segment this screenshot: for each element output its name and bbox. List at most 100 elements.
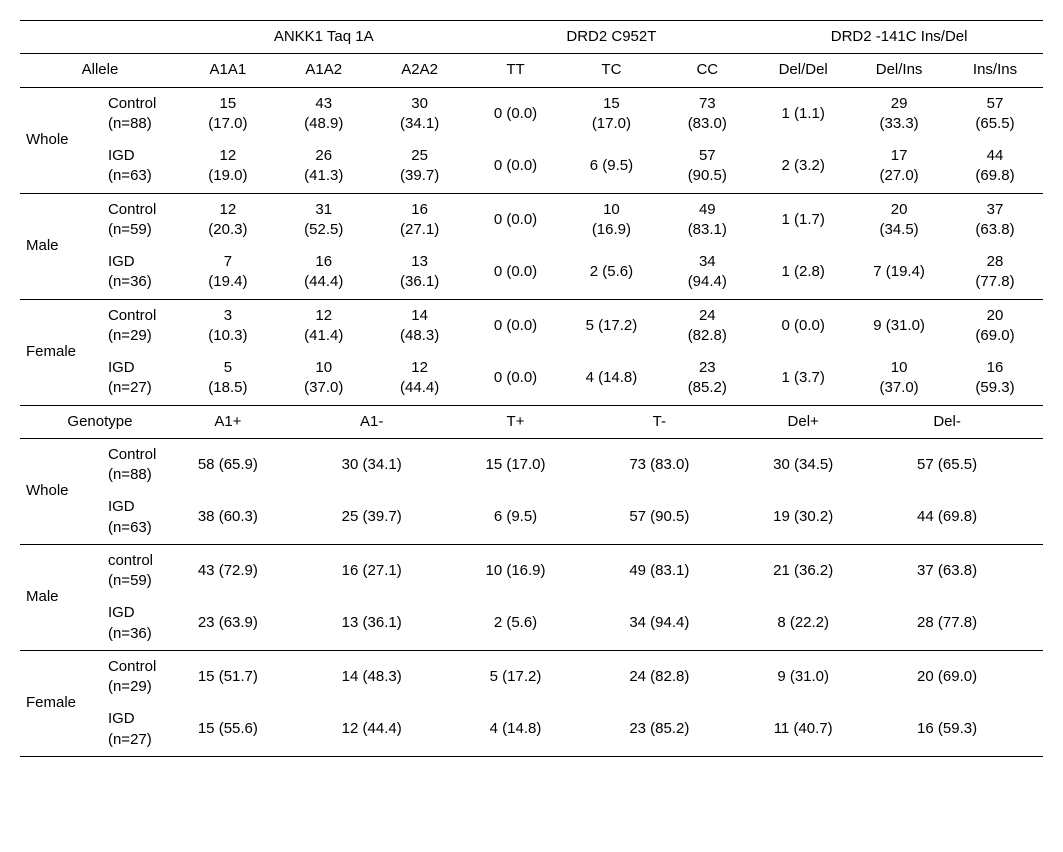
data-cell: 16(59.3) — [947, 352, 1043, 405]
genotype-allele-table: ANKK1 Taq 1A DRD2 C952T DRD2 -141C Ins/D… — [20, 20, 1043, 757]
table-row: FemaleControl(n=29)3(10.3)12(41.4)14(48.… — [20, 299, 1043, 352]
data-cell: 57(90.5) — [659, 140, 755, 193]
data-cell: 9 (31.0) — [755, 650, 851, 703]
data-cell: 31(52.5) — [276, 193, 372, 246]
gene-header-drd2-141c: DRD2 -141C Ins/Del — [755, 21, 1043, 54]
data-cell: 34 (94.4) — [563, 597, 755, 650]
row-label: Control(n=88) — [90, 438, 180, 491]
data-cell: 13 (36.1) — [276, 597, 468, 650]
data-cell: 30(34.1) — [372, 87, 468, 140]
data-cell: 11 (40.7) — [755, 703, 851, 756]
data-cell: 7(19.4) — [180, 246, 276, 299]
data-cell: 37(63.8) — [947, 193, 1043, 246]
data-cell: 1 (1.7) — [755, 193, 851, 246]
table-row: IGD(n=36)23 (63.9)13 (36.1)2 (5.6)34 (94… — [20, 597, 1043, 650]
geno-col-delp: Del+ — [755, 405, 851, 438]
data-cell: 43(48.9) — [276, 87, 372, 140]
data-cell: 9 (31.0) — [851, 299, 947, 352]
table-row: IGD(n=63)38 (60.3)25 (39.7)6 (9.5)57 (90… — [20, 491, 1043, 544]
data-cell: 0 (0.0) — [468, 87, 564, 140]
data-cell: 16 (59.3) — [851, 703, 1043, 756]
data-cell: 44(69.8) — [947, 140, 1043, 193]
data-cell: 12(41.4) — [276, 299, 372, 352]
allele-col-deldel: Del/Del — [755, 54, 851, 87]
allele-col-insins: Ins/Ins — [947, 54, 1043, 87]
data-cell: 6 (9.5) — [468, 491, 564, 544]
group-label: Male — [20, 193, 90, 299]
allele-col-tc: TC — [563, 54, 659, 87]
data-cell: 38 (60.3) — [180, 491, 276, 544]
allele-body: WholeControl(n=88)15(17.0)43(48.9)30(34.… — [20, 87, 1043, 405]
allele-col-delins: Del/Ins — [851, 54, 947, 87]
geno-col-tp: T+ — [468, 405, 564, 438]
data-cell: 1 (1.1) — [755, 87, 851, 140]
data-cell: 1 (2.8) — [755, 246, 851, 299]
group-label: Whole — [20, 438, 90, 544]
data-cell: 15 (17.0) — [468, 438, 564, 491]
data-cell: 0 (0.0) — [468, 299, 564, 352]
data-cell: 73(83.0) — [659, 87, 755, 140]
table-row: FemaleControl(n=29)15 (51.7)14 (48.3)5 (… — [20, 650, 1043, 703]
allele-col-tt: TT — [468, 54, 564, 87]
data-cell: 10(16.9) — [563, 193, 659, 246]
row-label: IGD(n=36) — [90, 246, 180, 299]
data-cell: 28 (77.8) — [851, 597, 1043, 650]
geno-col-delm: Del- — [851, 405, 1043, 438]
data-cell: 0 (0.0) — [468, 352, 564, 405]
data-cell: 25(39.7) — [372, 140, 468, 193]
data-cell: 12 (44.4) — [276, 703, 468, 756]
row-label: control(n=59) — [90, 544, 180, 597]
data-cell: 24 (82.8) — [563, 650, 755, 703]
row-label: Control(n=59) — [90, 193, 180, 246]
row-label: IGD(n=36) — [90, 597, 180, 650]
geno-col-tm: T- — [563, 405, 755, 438]
data-cell: 15 (51.7) — [180, 650, 276, 703]
data-cell: 49(83.1) — [659, 193, 755, 246]
table-row: IGD(n=27)5(18.5)10(37.0)12(44.4)0 (0.0)4… — [20, 352, 1043, 405]
genotype-body: WholeControl(n=88)58 (65.9)30 (34.1)15 (… — [20, 438, 1043, 756]
allele-col-cc: CC — [659, 54, 755, 87]
data-cell: 16(27.1) — [372, 193, 468, 246]
row-label: IGD(n=27) — [90, 703, 180, 756]
data-cell: 23(85.2) — [659, 352, 755, 405]
data-cell: 24(82.8) — [659, 299, 755, 352]
data-cell: 23 (85.2) — [563, 703, 755, 756]
data-cell: 2 (3.2) — [755, 140, 851, 193]
data-cell: 73 (83.0) — [563, 438, 755, 491]
data-cell: 4 (14.8) — [563, 352, 659, 405]
data-cell: 6 (9.5) — [563, 140, 659, 193]
group-label: Whole — [20, 87, 90, 193]
data-cell: 1 (3.7) — [755, 352, 851, 405]
gene-header-drd2-c952t: DRD2 C952T — [468, 21, 756, 54]
data-cell: 57 (90.5) — [563, 491, 755, 544]
data-cell: 37 (63.8) — [851, 544, 1043, 597]
data-cell: 15 (55.6) — [180, 703, 276, 756]
data-table: ANKK1 Taq 1A DRD2 C952T DRD2 -141C Ins/D… — [20, 20, 1043, 757]
data-cell: 28(77.8) — [947, 246, 1043, 299]
group-label: Male — [20, 544, 90, 650]
data-cell: 5 (17.2) — [468, 650, 564, 703]
data-cell: 20(69.0) — [947, 299, 1043, 352]
data-cell: 0 (0.0) — [468, 246, 564, 299]
data-cell: 29(33.3) — [851, 87, 947, 140]
data-cell: 57 (65.5) — [851, 438, 1043, 491]
group-label: Female — [20, 299, 90, 405]
row-label: IGD(n=27) — [90, 352, 180, 405]
data-cell: 49 (83.1) — [563, 544, 755, 597]
table-row: IGD(n=36)7(19.4)16(44.4)13(36.1)0 (0.0)2… — [20, 246, 1043, 299]
data-cell: 12(19.0) — [180, 140, 276, 193]
data-cell: 10(37.0) — [276, 352, 372, 405]
table-row: IGD(n=27)15 (55.6)12 (44.4)4 (14.8)23 (8… — [20, 703, 1043, 756]
data-cell: 34(94.4) — [659, 246, 755, 299]
group-label: Female — [20, 650, 90, 756]
row-label: IGD(n=63) — [90, 491, 180, 544]
row-label: Control(n=29) — [90, 650, 180, 703]
data-cell: 44 (69.8) — [851, 491, 1043, 544]
data-cell: 14(48.3) — [372, 299, 468, 352]
data-cell: 19 (30.2) — [755, 491, 851, 544]
data-cell: 14 (48.3) — [276, 650, 468, 703]
data-cell: 2 (5.6) — [468, 597, 564, 650]
data-cell: 2 (5.6) — [563, 246, 659, 299]
data-cell: 0 (0.0) — [468, 193, 564, 246]
table-row: WholeControl(n=88)15(17.0)43(48.9)30(34.… — [20, 87, 1043, 140]
